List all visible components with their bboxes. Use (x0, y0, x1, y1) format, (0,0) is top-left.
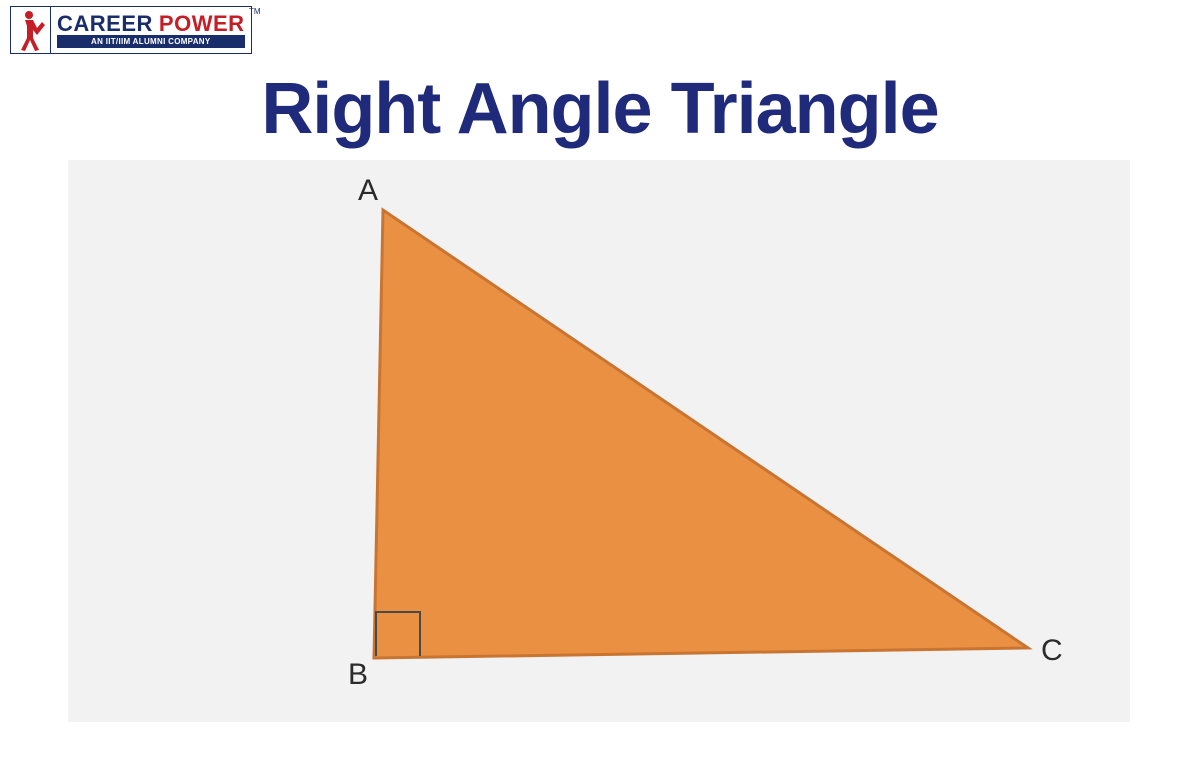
triangle-diagram: A B C (68, 160, 1130, 722)
logo-tagline: AN IIT/IIM ALUMNI COMPANY (57, 35, 245, 48)
logo-wordmark: CAREER POWER (57, 13, 245, 35)
brand-logo: CAREER POWER AN IIT/IIM ALUMNI COMPANY T… (10, 6, 252, 54)
logo-career-word: CAREER (57, 13, 153, 35)
logo-trademark: TM (249, 7, 261, 16)
vertex-label-b: B (348, 658, 368, 691)
diagram-panel: A B C (68, 160, 1130, 722)
logo-text-group: CAREER POWER AN IIT/IIM ALUMNI COMPANY (51, 13, 251, 48)
logo-person-icon (11, 7, 51, 53)
logo-power-word: POWER (159, 13, 245, 35)
vertex-label-c: C (1041, 634, 1063, 667)
page-title: Right Angle Triangle (0, 68, 1200, 150)
vertex-label-a: A (358, 174, 378, 207)
